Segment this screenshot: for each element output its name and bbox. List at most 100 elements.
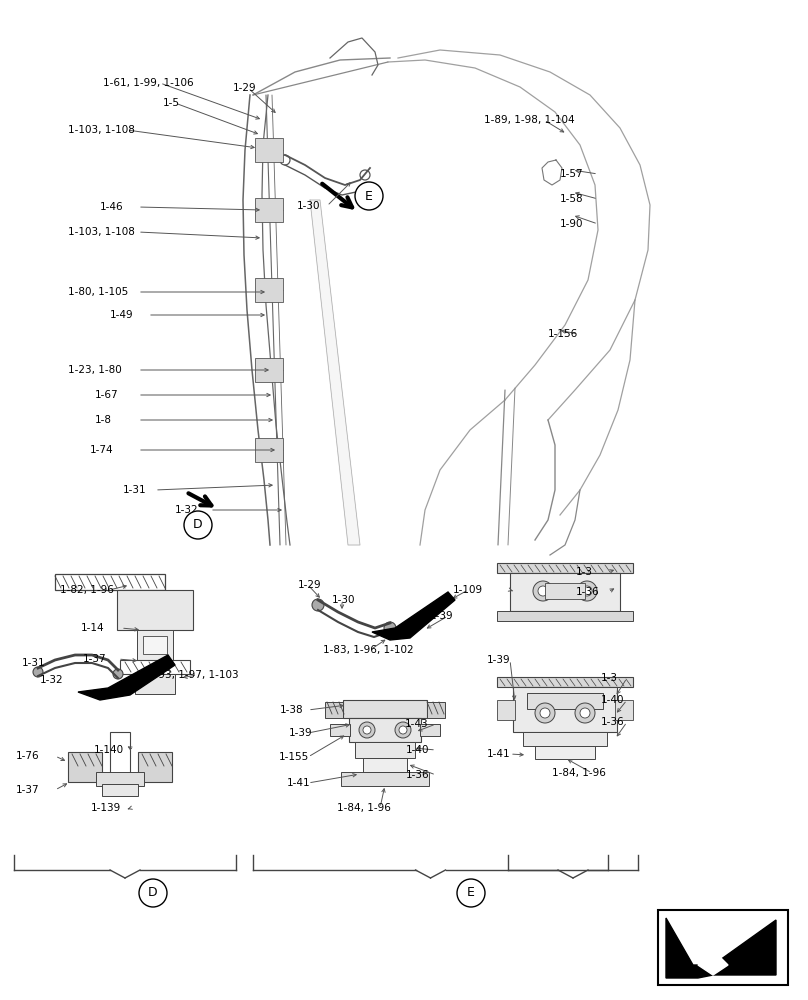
Bar <box>355 742 415 758</box>
Bar <box>420 724 440 736</box>
Bar <box>255 278 283 302</box>
Circle shape <box>363 726 371 734</box>
Bar <box>615 700 633 720</box>
Text: 1-39: 1-39 <box>289 728 313 738</box>
Circle shape <box>359 722 375 738</box>
Bar <box>255 358 283 382</box>
Bar <box>102 784 138 796</box>
Text: 1-57: 1-57 <box>560 169 583 179</box>
Text: 1-140: 1-140 <box>94 745 124 755</box>
Bar <box>341 772 429 786</box>
Circle shape <box>355 182 383 210</box>
Text: 1-103, 1-108: 1-103, 1-108 <box>68 125 135 135</box>
Text: 1-76: 1-76 <box>16 751 40 761</box>
Text: E: E <box>365 190 373 202</box>
Polygon shape <box>310 200 360 545</box>
Text: 1-3: 1-3 <box>576 567 593 577</box>
Circle shape <box>540 708 550 718</box>
Bar <box>527 693 603 709</box>
Text: 1-83, 1-96, 1-102: 1-83, 1-96, 1-102 <box>323 645 414 655</box>
Bar <box>325 702 343 718</box>
Text: 1-155: 1-155 <box>279 752 309 762</box>
Text: 1-58: 1-58 <box>560 194 583 204</box>
Text: 1-103, 1-108: 1-103, 1-108 <box>68 227 135 237</box>
Bar <box>255 438 283 462</box>
Text: 1-30: 1-30 <box>297 201 321 211</box>
Text: 1-41: 1-41 <box>287 778 310 788</box>
Text: 1-43: 1-43 <box>405 719 428 729</box>
Circle shape <box>533 581 553 601</box>
Text: 1-37: 1-37 <box>16 785 40 795</box>
Circle shape <box>280 155 290 165</box>
Bar <box>120 660 190 674</box>
Text: 1-89, 1-98, 1-104: 1-89, 1-98, 1-104 <box>484 115 574 125</box>
Circle shape <box>384 622 396 634</box>
Text: 1-3: 1-3 <box>601 673 618 683</box>
Bar <box>545 583 585 599</box>
Bar <box>343 700 427 718</box>
Text: 1-109: 1-109 <box>453 585 483 595</box>
Circle shape <box>535 703 555 723</box>
Bar <box>427 702 445 718</box>
Bar <box>255 138 283 162</box>
Bar <box>497 611 633 621</box>
Text: 1-46: 1-46 <box>100 202 124 212</box>
Bar <box>135 674 175 694</box>
Bar <box>523 732 607 746</box>
Text: 1-67: 1-67 <box>95 390 119 400</box>
Text: 1-5: 1-5 <box>163 98 180 108</box>
Circle shape <box>33 667 43 677</box>
Polygon shape <box>372 592 455 640</box>
Text: 1-29: 1-29 <box>298 580 322 590</box>
Bar <box>497 700 515 720</box>
Text: 1-31: 1-31 <box>123 485 146 495</box>
Bar <box>117 590 193 630</box>
Text: 1-32: 1-32 <box>40 675 64 685</box>
Circle shape <box>575 703 595 723</box>
Bar <box>68 752 102 782</box>
Text: 1-36: 1-36 <box>576 587 600 597</box>
Bar <box>535 746 595 759</box>
Text: 1-84, 1-96: 1-84, 1-96 <box>337 803 391 813</box>
Polygon shape <box>78 655 175 700</box>
Bar <box>110 732 130 782</box>
Bar <box>497 677 633 687</box>
Text: 1-82, 1-96: 1-82, 1-96 <box>60 585 114 595</box>
Bar <box>96 772 144 786</box>
Text: 1-74: 1-74 <box>90 445 114 455</box>
Circle shape <box>139 879 167 907</box>
Bar <box>658 910 788 985</box>
Text: 1-40: 1-40 <box>601 695 625 705</box>
Text: 1-38: 1-38 <box>280 705 304 715</box>
Circle shape <box>577 581 597 601</box>
Circle shape <box>580 708 590 718</box>
Text: 1-49: 1-49 <box>110 310 133 320</box>
Text: 1-29: 1-29 <box>233 83 257 93</box>
Text: 1-40: 1-40 <box>406 745 430 755</box>
Text: 1-23, 1-80: 1-23, 1-80 <box>68 365 122 375</box>
Bar <box>138 752 172 782</box>
Polygon shape <box>698 950 728 975</box>
Bar <box>497 563 633 573</box>
Bar <box>330 724 350 736</box>
Text: 1-39: 1-39 <box>487 655 511 665</box>
Text: 1-139: 1-139 <box>91 803 121 813</box>
Circle shape <box>399 726 407 734</box>
Text: 1-41: 1-41 <box>487 749 511 759</box>
Circle shape <box>360 170 370 180</box>
Bar <box>349 718 421 742</box>
Text: 1-80, 1-105: 1-80, 1-105 <box>68 287 128 297</box>
Bar <box>513 687 617 732</box>
Text: 1-30: 1-30 <box>332 595 356 605</box>
Text: 1-37: 1-37 <box>83 654 107 664</box>
Circle shape <box>457 879 485 907</box>
Text: 1-61, 1-99, 1-106: 1-61, 1-99, 1-106 <box>103 78 194 88</box>
Circle shape <box>184 511 212 539</box>
Bar <box>137 630 173 660</box>
Bar <box>143 636 167 654</box>
Text: E: E <box>467 886 475 900</box>
Text: 1-84, 1-96: 1-84, 1-96 <box>552 768 606 778</box>
Text: D: D <box>148 886 158 900</box>
Text: D: D <box>193 518 203 532</box>
Bar <box>55 574 165 590</box>
